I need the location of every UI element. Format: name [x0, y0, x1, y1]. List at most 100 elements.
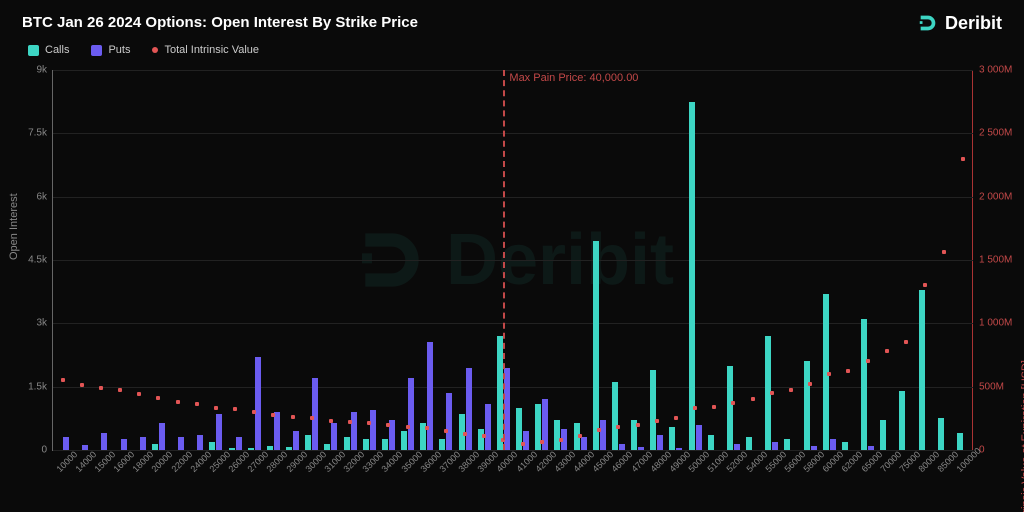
bar-group[interactable] — [133, 437, 146, 450]
intrinsic-dot[interactable] — [291, 415, 295, 419]
intrinsic-dot[interactable] — [386, 423, 390, 427]
intrinsic-dot[interactable] — [731, 401, 735, 405]
intrinsic-dot[interactable] — [559, 438, 563, 442]
bar-group[interactable] — [746, 437, 759, 450]
call-bar[interactable] — [593, 241, 599, 450]
intrinsic-dot[interactable] — [463, 432, 467, 436]
intrinsic-dot[interactable] — [636, 423, 640, 427]
call-bar[interactable] — [497, 336, 503, 450]
put-bar[interactable] — [178, 437, 184, 450]
put-bar[interactable] — [140, 437, 146, 450]
intrinsic-dot[interactable] — [233, 407, 237, 411]
bar-group[interactable] — [478, 404, 491, 450]
call-bar[interactable] — [439, 439, 445, 450]
call-bar[interactable] — [708, 435, 714, 450]
intrinsic-dot[interactable] — [789, 388, 793, 392]
put-bar[interactable] — [581, 437, 587, 450]
intrinsic-dot[interactable] — [616, 425, 620, 429]
bar-group[interactable] — [957, 433, 970, 450]
intrinsic-dot[interactable] — [578, 434, 582, 438]
put-bar[interactable] — [830, 439, 836, 450]
call-bar[interactable] — [478, 429, 484, 450]
intrinsic-dot[interactable] — [521, 442, 525, 446]
call-bar[interactable] — [650, 370, 656, 450]
bar-group[interactable] — [114, 439, 127, 450]
intrinsic-dot[interactable] — [827, 372, 831, 376]
call-bar[interactable] — [229, 448, 235, 450]
intrinsic-dot[interactable] — [770, 391, 774, 395]
intrinsic-dot[interactable] — [885, 349, 889, 353]
bar-group[interactable] — [267, 412, 280, 450]
bar-group[interactable] — [190, 435, 203, 450]
bar-group[interactable] — [420, 342, 433, 450]
call-bar[interactable] — [554, 420, 560, 450]
intrinsic-dot[interactable] — [712, 405, 716, 409]
put-bar[interactable] — [811, 446, 817, 450]
intrinsic-dot[interactable] — [597, 428, 601, 432]
call-bar[interactable] — [286, 447, 292, 450]
intrinsic-dot[interactable] — [942, 250, 946, 254]
put-bar[interactable] — [446, 393, 452, 450]
call-bar[interactable] — [209, 442, 215, 450]
bar-group[interactable] — [286, 431, 299, 450]
bar-group[interactable] — [344, 412, 357, 450]
bar-group[interactable] — [861, 319, 874, 450]
bar-group[interactable] — [784, 439, 797, 450]
bar-group[interactable] — [708, 435, 721, 450]
put-bar[interactable] — [159, 423, 165, 450]
intrinsic-dot[interactable] — [99, 386, 103, 390]
intrinsic-dot[interactable] — [329, 419, 333, 423]
put-bar[interactable] — [82, 445, 88, 450]
put-bar[interactable] — [657, 435, 663, 450]
intrinsic-dot[interactable] — [80, 383, 84, 387]
call-bar[interactable] — [804, 361, 810, 450]
bar-group[interactable] — [305, 378, 318, 450]
call-bar[interactable] — [919, 290, 925, 450]
bar-group[interactable] — [669, 427, 682, 450]
bar-group[interactable] — [209, 414, 222, 450]
call-bar[interactable] — [382, 439, 388, 450]
put-bar[interactable] — [351, 412, 357, 450]
put-bar[interactable] — [676, 448, 682, 450]
put-bar[interactable] — [331, 423, 337, 450]
intrinsic-dot[interactable] — [693, 406, 697, 410]
intrinsic-dot[interactable] — [310, 416, 314, 420]
intrinsic-dot[interactable] — [406, 425, 410, 429]
bar-group[interactable] — [363, 410, 376, 450]
intrinsic-dot[interactable] — [214, 406, 218, 410]
intrinsic-dot[interactable] — [808, 382, 812, 386]
call-bar[interactable] — [324, 444, 330, 450]
bar-group[interactable] — [248, 357, 261, 450]
call-bar[interactable] — [152, 444, 158, 450]
put-bar[interactable] — [236, 437, 242, 450]
call-bar[interactable] — [727, 366, 733, 450]
put-bar[interactable] — [216, 414, 222, 450]
put-bar[interactable] — [312, 378, 318, 450]
call-bar[interactable] — [305, 435, 311, 450]
intrinsic-dot[interactable] — [444, 429, 448, 433]
intrinsic-dot[interactable] — [482, 434, 486, 438]
call-bar[interactable] — [957, 433, 963, 450]
intrinsic-dot[interactable] — [904, 340, 908, 344]
bar-group[interactable] — [439, 393, 452, 450]
put-bar[interactable] — [638, 447, 644, 450]
bar-group[interactable] — [593, 241, 606, 450]
put-bar[interactable] — [427, 342, 433, 450]
bar-group[interactable] — [899, 391, 912, 450]
put-bar[interactable] — [63, 437, 69, 450]
call-bar[interactable] — [880, 420, 886, 450]
intrinsic-dot[interactable] — [176, 400, 180, 404]
intrinsic-dot[interactable] — [751, 397, 755, 401]
put-bar[interactable] — [696, 425, 702, 450]
call-bar[interactable] — [248, 448, 254, 450]
call-bar[interactable] — [899, 391, 905, 450]
call-bar[interactable] — [344, 437, 350, 450]
call-bar[interactable] — [842, 442, 848, 450]
bar-group[interactable] — [919, 290, 932, 450]
intrinsic-dot[interactable] — [137, 392, 141, 396]
bar-group[interactable] — [401, 378, 414, 450]
put-bar[interactable] — [868, 446, 874, 450]
call-bar[interactable] — [401, 431, 407, 450]
call-bar[interactable] — [267, 446, 273, 450]
intrinsic-dot[interactable] — [846, 369, 850, 373]
